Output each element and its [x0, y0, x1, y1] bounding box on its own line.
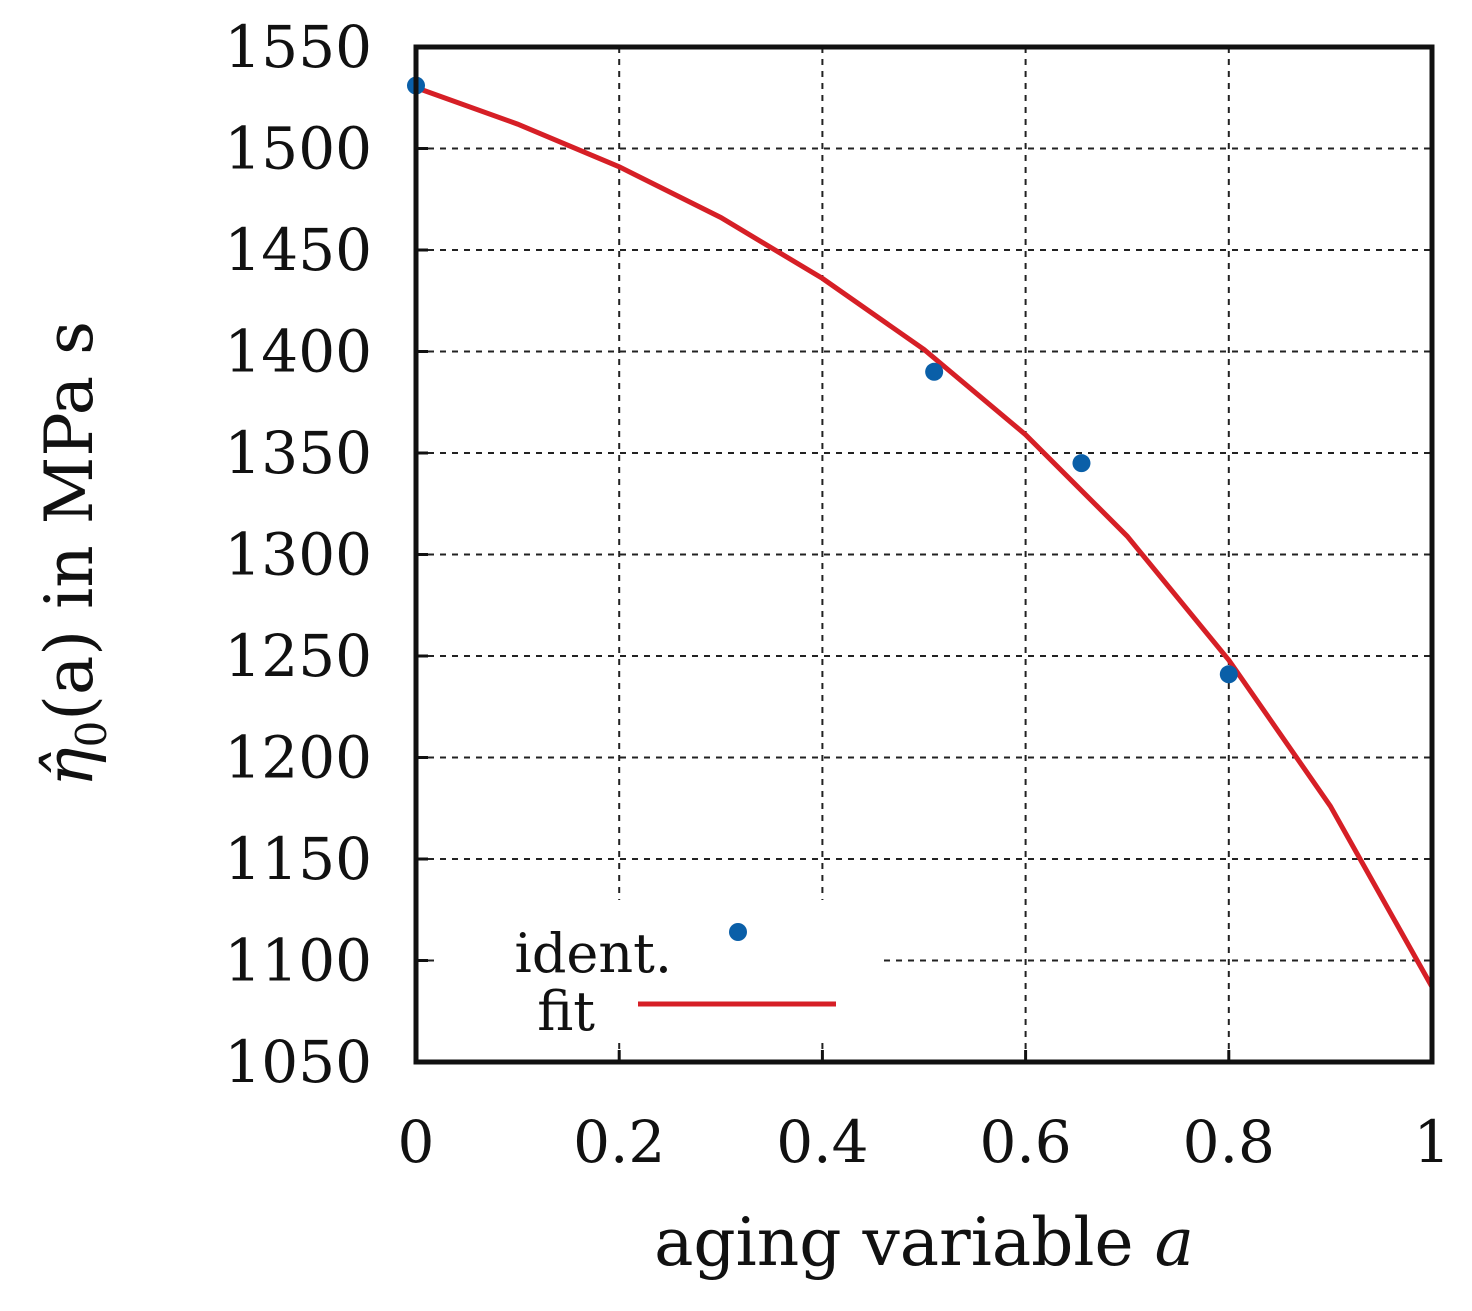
data-point	[1072, 454, 1091, 473]
legend-background	[440, 900, 880, 1040]
y-axis-argument: (a)	[31, 630, 108, 721]
y-tick-label: 1150	[224, 825, 372, 893]
data-point	[1219, 665, 1238, 684]
y-tick-label: 1050	[224, 1028, 372, 1096]
y-tick-label: 1350	[224, 419, 372, 487]
legend-marker-ident	[729, 923, 747, 941]
y-tick-label: 1500	[224, 115, 372, 183]
data-point	[925, 362, 944, 381]
legend-label-ident: ident.	[515, 922, 672, 985]
x-tick-label: 0.2	[573, 1108, 665, 1176]
x-tick-label: 0.8	[1183, 1108, 1275, 1176]
fit-line	[415, 85, 1435, 989]
x-tick-label: 0	[398, 1108, 435, 1176]
y-tick-label: 1550	[224, 13, 372, 81]
tick-labels: 0 0.2 0.4 0.6 0.8 1 1050 1100 1150 1200 1250 1300 13…	[224, 13, 1450, 1176]
y-tick-label: 1400	[224, 318, 372, 386]
legend-label-fit: fit	[537, 980, 595, 1043]
x-tick-label: 0.4	[776, 1108, 868, 1176]
x-tick-label: 0.6	[979, 1108, 1071, 1176]
y-tick-label: 1300	[224, 521, 372, 589]
x-axis-variable: a	[1155, 1204, 1194, 1281]
y-tick-label: 1250	[224, 622, 372, 690]
y-tick-label: 1200	[224, 724, 372, 792]
y-axis-symbol: η̂	[31, 747, 108, 787]
y-tick-label: 1450	[224, 216, 372, 284]
x-axis-title: aging variable a	[654, 1204, 1194, 1281]
y-axis-unit: in MPa s	[31, 321, 108, 609]
y-axis-title: η̂0(a) in MPa s	[31, 321, 116, 787]
x-axis-label: aging variable	[654, 1204, 1134, 1281]
series	[407, 76, 1435, 989]
legend: ident. fit	[440, 900, 880, 1043]
y-tick-label: 1100	[224, 927, 372, 995]
x-tick-label: 1	[1414, 1108, 1451, 1176]
y-axis-subscript: 0	[67, 721, 116, 748]
